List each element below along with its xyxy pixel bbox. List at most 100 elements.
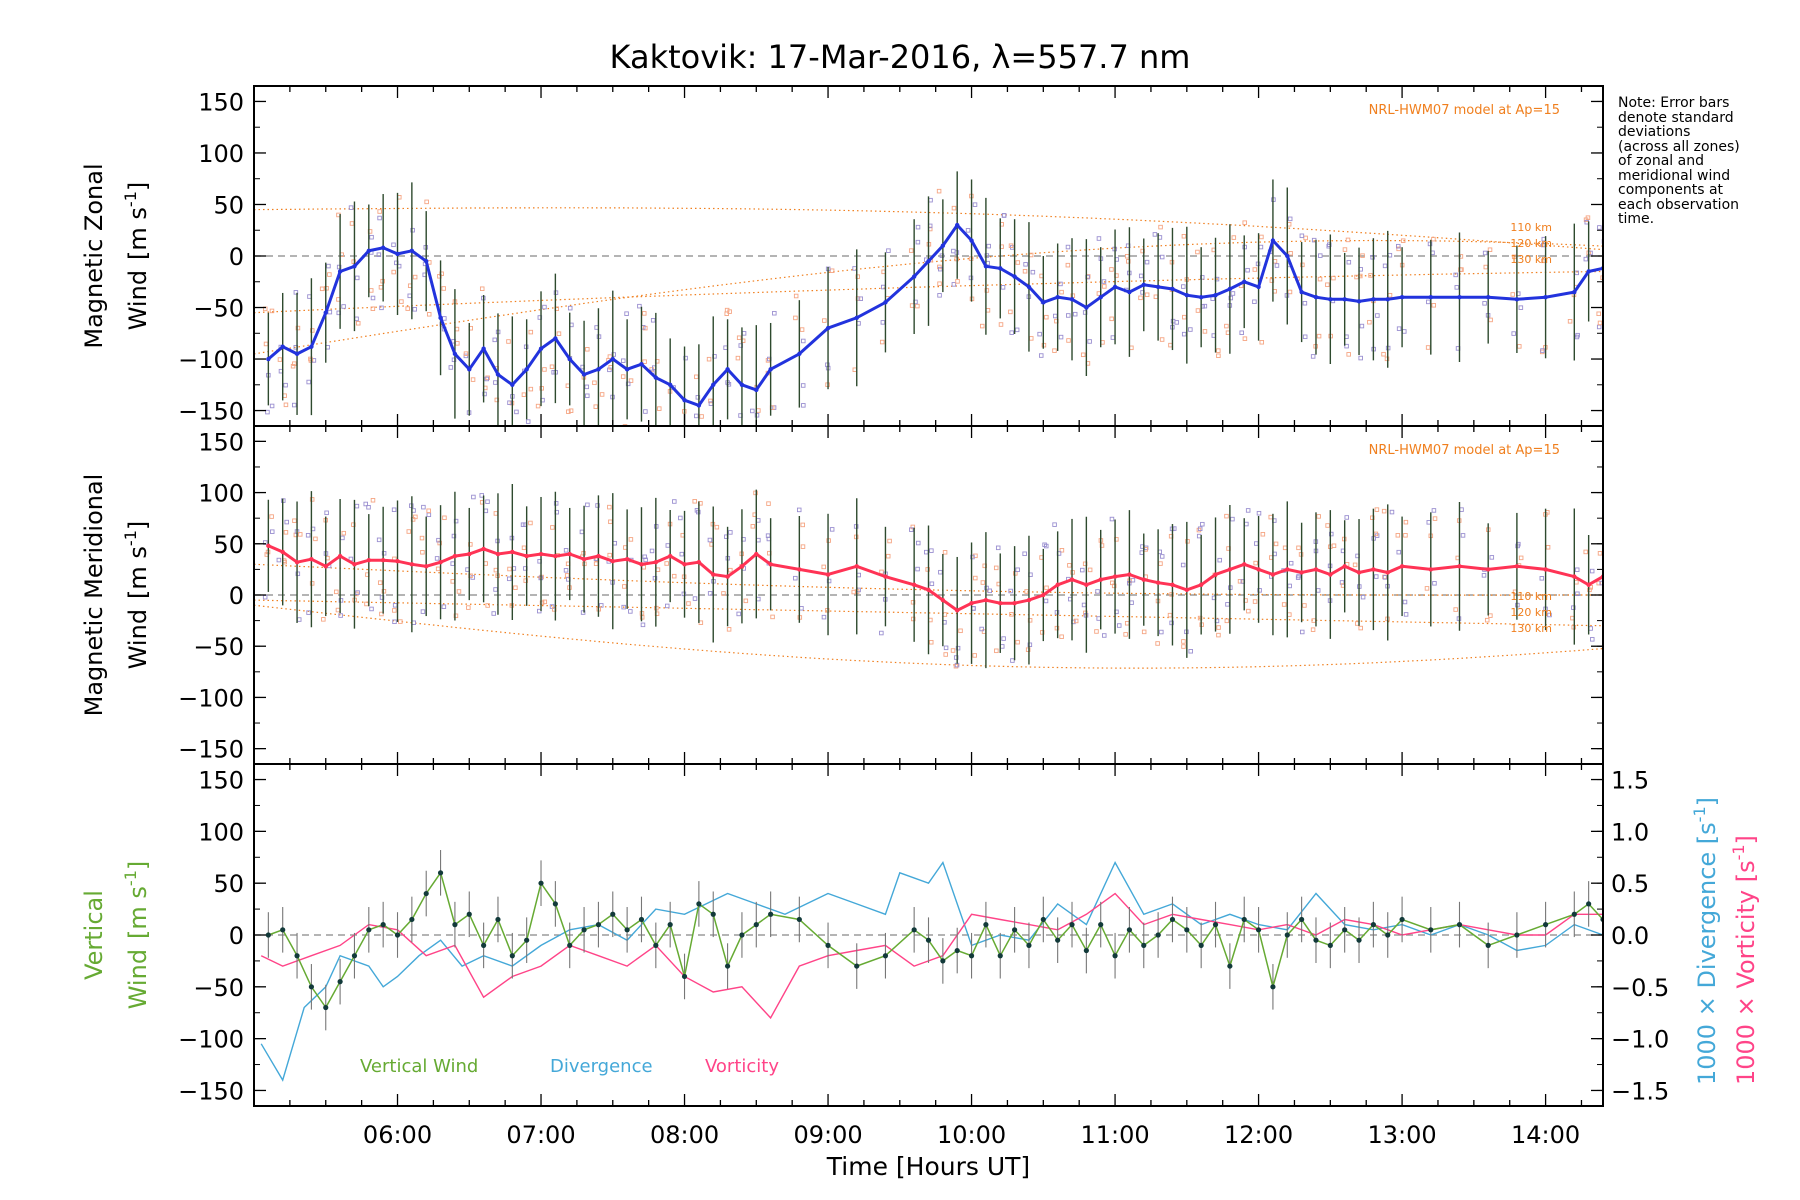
y-tick-label: −150 (178, 1077, 244, 1105)
sample-marker (625, 381, 631, 387)
sample-marker (1358, 625, 1363, 631)
vertical-wind-point (624, 927, 630, 933)
sample-marker (525, 419, 531, 424)
vertical-wind-point (380, 922, 386, 928)
sample-marker (326, 263, 331, 269)
sample-marker (277, 357, 283, 362)
y2-tick-label: −1.5 (1611, 1077, 1669, 1105)
sample-marker (1482, 301, 1487, 306)
zonal-wind-point (854, 315, 859, 321)
sample-marker (1023, 262, 1028, 267)
sample-marker (485, 499, 490, 504)
zonal-wind-point (1026, 284, 1032, 290)
sample-marker (1138, 273, 1144, 279)
sample-marker (706, 356, 712, 362)
sample-marker (349, 221, 355, 226)
sample-marker (1483, 264, 1489, 270)
sample-marker (1316, 333, 1322, 339)
y-axis-title-word: Wind (124, 609, 152, 669)
meridional-wind-point (380, 557, 386, 563)
vertical-wind-point (1327, 942, 1333, 948)
sample-marker (290, 363, 296, 369)
sample-marker (667, 440, 671, 444)
sample-marker (692, 596, 698, 601)
meridional-wind-point (1543, 567, 1548, 572)
sample-marker (665, 603, 670, 609)
sample-marker (1038, 353, 1044, 358)
y-tick-label: 150 (198, 428, 244, 456)
sample-marker (324, 286, 329, 291)
sample-marker (1030, 269, 1036, 275)
sample-marker (1260, 532, 1266, 537)
zonal-wind-point (1428, 295, 1433, 300)
sample-marker (1331, 275, 1336, 281)
sample-marker (420, 550, 425, 555)
zonal-wind-point (1514, 297, 1520, 302)
sample-marker (549, 364, 555, 369)
sample-marker (1360, 253, 1365, 258)
sample-marker (419, 535, 425, 541)
sample-marker (1054, 625, 1060, 631)
vertical-wind-point (1542, 922, 1549, 928)
sample-marker (793, 293, 799, 299)
sample-marker (1327, 242, 1332, 247)
sample-marker (1037, 331, 1042, 337)
sample-marker (736, 611, 741, 617)
sample-marker (1424, 586, 1430, 591)
zonal-wind-point (998, 266, 1003, 271)
zonal-wind-point (294, 351, 300, 357)
vertical-wind-point (1356, 937, 1362, 943)
sample-marker (979, 626, 984, 632)
sample-marker (528, 386, 534, 392)
sample-marker (1454, 285, 1460, 290)
sample-marker (801, 403, 806, 408)
zonal-wind-point (567, 356, 572, 362)
sample-marker (1400, 238, 1406, 243)
sample-marker (338, 598, 344, 603)
y-axis-title-line2: Wind [m s-1] (121, 182, 152, 331)
sample-marker (1052, 522, 1057, 527)
sample-marker (887, 538, 892, 544)
meridional-wind-point (1313, 567, 1319, 572)
x-tick-label: 12:00 (1224, 1121, 1293, 1149)
sample-marker (1025, 647, 1031, 652)
sample-marker (1008, 588, 1013, 594)
sample-marker (879, 630, 884, 636)
sample-marker (1252, 299, 1257, 305)
sample-marker (1181, 644, 1186, 649)
meridional-wind-point (581, 556, 587, 562)
vertical-wind-point (308, 984, 315, 990)
sample-marker (986, 243, 991, 249)
vertical-wind-point (1456, 922, 1463, 928)
meridional-wind-point (610, 559, 615, 564)
sample-marker (1403, 612, 1409, 617)
sample-marker (1102, 633, 1107, 638)
sample-marker (765, 533, 771, 538)
sample-marker (929, 548, 934, 553)
sample-marker (1482, 250, 1488, 256)
sample-marker (1402, 329, 1407, 334)
sample-marker (377, 209, 382, 214)
vertical-wind-point (509, 953, 515, 959)
vertical-wind-point (1026, 942, 1032, 948)
sample-marker (612, 540, 618, 546)
sample-marker (1303, 235, 1308, 241)
sample-marker (741, 331, 747, 336)
sample-marker (800, 383, 806, 388)
sample-marker (1182, 314, 1187, 320)
y-tick-label: 0 (229, 582, 244, 610)
sample-marker (1239, 330, 1244, 336)
sample-marker (1596, 580, 1601, 586)
zonal-wind-point (524, 367, 529, 372)
vertical-wind-point (1098, 922, 1104, 928)
sample-marker (620, 358, 626, 363)
zonal-wind-point (1141, 282, 1146, 288)
zonal-wind-point (969, 238, 974, 243)
sample-marker (707, 591, 713, 596)
meridional-wind-point (467, 551, 472, 557)
meridional-wind-point (395, 559, 400, 564)
sample-marker (363, 501, 368, 507)
sample-marker (506, 576, 512, 582)
sample-marker (925, 567, 930, 572)
sample-marker (1245, 267, 1250, 273)
